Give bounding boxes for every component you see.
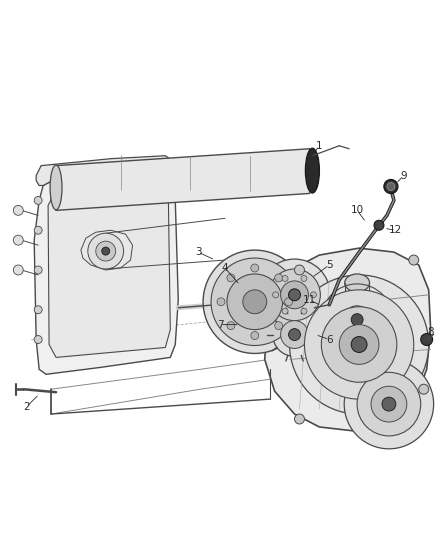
Circle shape (227, 274, 235, 282)
Circle shape (344, 359, 434, 449)
Circle shape (374, 220, 384, 230)
Circle shape (227, 322, 235, 329)
Circle shape (217, 298, 225, 306)
Circle shape (282, 276, 288, 281)
Circle shape (273, 313, 316, 357)
Circle shape (289, 329, 300, 341)
Circle shape (34, 226, 42, 234)
Circle shape (34, 197, 42, 204)
Circle shape (88, 233, 124, 269)
Circle shape (409, 255, 419, 265)
Circle shape (275, 322, 283, 329)
Circle shape (13, 205, 23, 215)
Circle shape (34, 306, 42, 314)
Ellipse shape (305, 148, 319, 193)
Circle shape (339, 325, 379, 365)
Circle shape (243, 290, 267, 314)
Circle shape (357, 373, 421, 436)
Circle shape (311, 292, 316, 298)
Circle shape (34, 266, 42, 274)
Circle shape (301, 276, 307, 281)
Circle shape (203, 250, 307, 353)
Circle shape (211, 258, 298, 345)
Circle shape (281, 321, 308, 349)
Text: 4: 4 (222, 263, 228, 273)
Circle shape (321, 307, 397, 382)
Circle shape (343, 306, 371, 334)
Text: 6: 6 (326, 335, 332, 344)
Circle shape (351, 336, 367, 352)
Text: 2: 2 (23, 402, 29, 412)
Circle shape (382, 397, 396, 411)
Circle shape (275, 274, 283, 282)
Circle shape (13, 235, 23, 245)
Circle shape (259, 259, 330, 330)
Circle shape (294, 414, 304, 424)
Text: 1: 1 (316, 141, 323, 151)
Circle shape (281, 281, 308, 309)
Circle shape (289, 289, 300, 301)
Ellipse shape (50, 165, 62, 210)
Text: 7: 7 (217, 320, 223, 329)
Text: 12: 12 (389, 225, 403, 235)
Circle shape (387, 182, 395, 190)
Polygon shape (265, 248, 431, 431)
Ellipse shape (345, 282, 370, 357)
Circle shape (304, 290, 414, 399)
Text: 10: 10 (350, 205, 364, 215)
Polygon shape (48, 183, 170, 358)
Circle shape (282, 308, 288, 314)
Circle shape (285, 298, 293, 306)
Circle shape (251, 332, 259, 340)
Circle shape (268, 269, 320, 321)
Polygon shape (51, 149, 314, 211)
Circle shape (34, 336, 42, 343)
Circle shape (333, 296, 381, 343)
Circle shape (102, 247, 110, 255)
Circle shape (294, 265, 304, 275)
Circle shape (96, 241, 116, 261)
Text: 9: 9 (400, 171, 407, 181)
Text: 8: 8 (427, 327, 434, 336)
Circle shape (13, 265, 23, 275)
Text: 5: 5 (326, 260, 332, 270)
Circle shape (227, 274, 283, 329)
Ellipse shape (345, 274, 370, 292)
Polygon shape (36, 156, 172, 185)
Text: 11: 11 (303, 295, 316, 305)
Polygon shape (34, 171, 178, 374)
Circle shape (273, 292, 279, 298)
Circle shape (421, 334, 433, 345)
Circle shape (351, 314, 363, 326)
Circle shape (419, 384, 429, 394)
Circle shape (384, 180, 398, 193)
Circle shape (290, 275, 429, 414)
Text: 3: 3 (195, 247, 201, 257)
Circle shape (371, 386, 407, 422)
Circle shape (301, 308, 307, 314)
Circle shape (251, 264, 259, 272)
